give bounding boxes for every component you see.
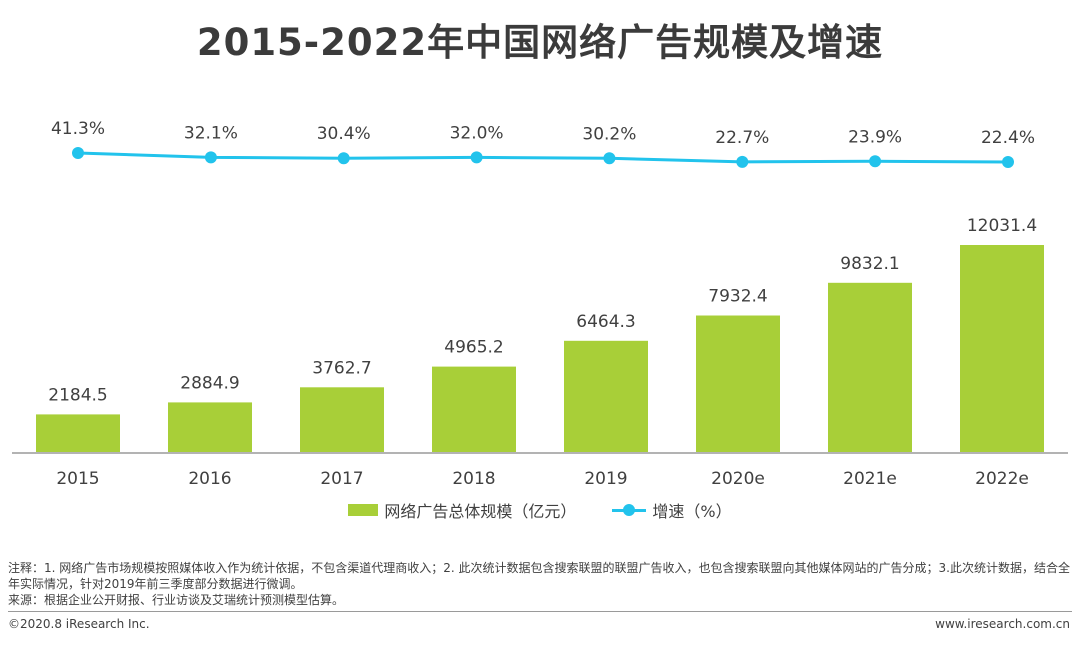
bar-2017: [300, 387, 384, 452]
growth-point-2022e: [1002, 156, 1014, 168]
growth-point-2018: [470, 151, 483, 164]
x-tick-label: 2021e: [843, 469, 897, 489]
growth-value-label: 22.4%: [981, 128, 1035, 148]
chart-title: 2015-2022年中国网络广告规模及增速: [196, 21, 884, 64]
growth-value-label: 32.0%: [450, 123, 504, 143]
bar-2019: [564, 340, 648, 452]
x-tick-label: 2018: [452, 469, 495, 489]
legend-line-swatch: [612, 504, 647, 516]
x-tick-label: 2022e: [975, 469, 1029, 489]
bar-2020e: [696, 315, 780, 452]
legend-bar-swatch: [348, 504, 379, 516]
bars-layer: [36, 245, 1044, 452]
growth-point-2015: [72, 147, 84, 159]
bar-value-label: 6464.3: [576, 312, 635, 332]
bar-2016: [168, 402, 252, 452]
note-text: 注释：1. 网络广告市场规模按照媒体收入作为统计依据，不包含渠道代理商收入；2.…: [8, 561, 1070, 591]
growth-series-line: [77, 151, 1009, 164]
x-tick-label: 2015: [56, 469, 99, 489]
bar-2022e: [960, 245, 1044, 452]
bar-2018: [432, 366, 516, 452]
legend-line-label: 增速（%）: [652, 502, 732, 521]
bar-value-label: 3762.7: [312, 358, 371, 378]
bar-value-label: 2884.9: [180, 373, 239, 393]
legend: 网络广告总体规模（亿元） 增速（%）: [0, 498, 1080, 522]
growth-point-2016: [204, 151, 217, 164]
growth-points-layer: [72, 147, 1014, 168]
bar-value-label: 9832.1: [840, 254, 899, 274]
legend-item-line[interactable]: 增速（%）: [612, 498, 732, 522]
growth-value-label: 22.7%: [715, 128, 769, 148]
growth-point-2020e: [736, 155, 749, 168]
website-link[interactable]: www.iresearch.com.cn: [935, 617, 1070, 631]
chart-canvas: 2184.5 2884.9 3762.7 4965.2 6464.3 7932.4 9832…: [12, 119, 1068, 489]
x-tick-label: 2019: [584, 469, 627, 489]
growth-point-2017: [337, 152, 350, 165]
growth-point-2019: [603, 152, 616, 165]
growth-value-label: 23.9%: [848, 127, 902, 147]
legend-bar-label: 网络广告总体规模（亿元）: [384, 502, 577, 521]
growth-value-label: 30.2%: [582, 124, 636, 144]
growth-labels-layer: 41.3% 32.1% 30.4% 32.0% 30.2% 22.7% 23.9% 22.4%: [51, 119, 1035, 148]
source-text: 来源：根据企业公开财报、行业访谈及艾瑞统计预测模型估算。: [8, 593, 345, 607]
footnotes: 注释：1. 网络广告市场规模按照媒体收入作为统计依据，不包含渠道代理商收入；2.…: [8, 560, 1070, 608]
copyright-text: ©2020.8 iResearch Inc.: [8, 617, 150, 631]
x-tick-label: 2017: [320, 469, 363, 489]
bar-value-label: 4965.2: [444, 338, 503, 358]
bar-2021e: [828, 282, 912, 452]
bar-2015: [36, 414, 120, 452]
growth-value-label: 32.1%: [184, 123, 238, 143]
x-tick-label: 2016: [188, 469, 231, 489]
bar-value-label: 12031.4: [967, 216, 1037, 236]
growth-value-label: 41.3%: [51, 119, 105, 139]
bar-value-label: 7932.4: [708, 287, 767, 307]
footer-divider: [8, 611, 1072, 612]
growth-point-2021e: [869, 155, 882, 168]
x-tick-label: 2020e: [711, 469, 765, 489]
bar-labels-layer: 2184.5 2884.9 3762.7 4965.2 6464.3 7932.4 9832…: [48, 216, 1037, 405]
x-ticks-layer: 2015 2016 2017 2018 2019 2020e 2021e 2022e: [56, 469, 1029, 489]
legend-item-bar[interactable]: 网络广告总体规模（亿元）: [348, 498, 576, 522]
bar-value-label: 2184.5: [48, 385, 107, 405]
growth-value-label: 30.4%: [317, 124, 371, 144]
